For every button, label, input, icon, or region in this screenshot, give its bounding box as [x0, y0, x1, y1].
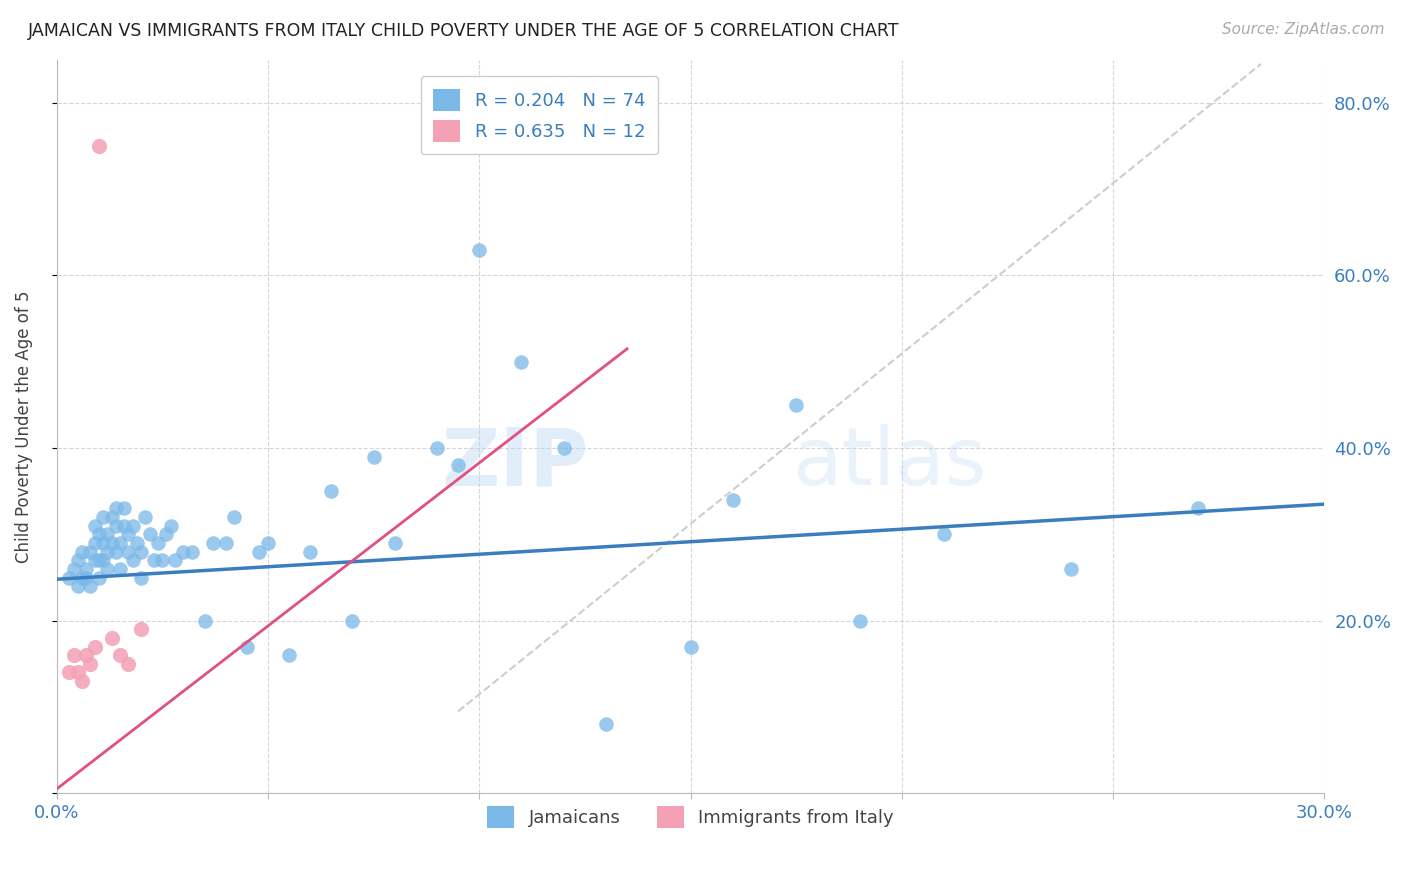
Point	[299, 544, 322, 558]
Point	[87, 139, 110, 153]
Point	[510, 355, 533, 369]
Point	[363, 450, 385, 464]
Point	[83, 536, 105, 550]
Point	[553, 441, 575, 455]
Point	[224, 510, 246, 524]
Point	[595, 717, 617, 731]
Point	[155, 527, 177, 541]
Point	[236, 640, 259, 654]
Point	[214, 536, 236, 550]
Y-axis label: Child Poverty Under the Age of 5: Child Poverty Under the Age of 5	[15, 290, 32, 563]
Point	[108, 648, 131, 663]
Point	[66, 579, 89, 593]
Point	[108, 562, 131, 576]
Point	[79, 544, 101, 558]
Point	[129, 544, 152, 558]
Point	[87, 527, 110, 541]
Text: JAMAICAN VS IMMIGRANTS FROM ITALY CHILD POVERTY UNDER THE AGE OF 5 CORRELATION C: JAMAICAN VS IMMIGRANTS FROM ITALY CHILD …	[28, 22, 900, 40]
Point	[104, 518, 127, 533]
Point	[679, 640, 702, 654]
Point	[142, 553, 165, 567]
Point	[96, 562, 118, 576]
Point	[91, 553, 114, 567]
Point	[58, 665, 80, 680]
Point	[117, 527, 139, 541]
Point	[321, 484, 343, 499]
Point	[70, 544, 93, 558]
Point	[468, 243, 491, 257]
Point	[848, 614, 870, 628]
Point	[180, 544, 202, 558]
Point	[58, 570, 80, 584]
Point	[96, 527, 118, 541]
Point	[100, 510, 122, 524]
Point	[75, 648, 97, 663]
Point	[79, 579, 101, 593]
Point	[104, 501, 127, 516]
Point	[83, 640, 105, 654]
Point	[117, 544, 139, 558]
Point	[75, 570, 97, 584]
Point	[66, 665, 89, 680]
Point	[75, 562, 97, 576]
Point	[159, 518, 181, 533]
Point	[66, 553, 89, 567]
Point	[83, 553, 105, 567]
Point	[1060, 562, 1083, 576]
Point	[721, 492, 744, 507]
Point	[87, 570, 110, 584]
Point	[163, 553, 186, 567]
Point	[278, 648, 301, 663]
Point	[146, 536, 169, 550]
Point	[384, 536, 406, 550]
Point	[785, 398, 807, 412]
Point	[121, 553, 143, 567]
Point	[112, 501, 135, 516]
Point	[62, 562, 84, 576]
Point	[172, 544, 194, 558]
Point	[932, 527, 955, 541]
Point	[257, 536, 280, 550]
Text: ZIP: ZIP	[441, 425, 589, 502]
Point	[91, 536, 114, 550]
Legend: Jamaicans, Immigrants from Italy: Jamaicans, Immigrants from Italy	[479, 799, 901, 836]
Point	[129, 570, 152, 584]
Point	[138, 527, 160, 541]
Point	[1187, 501, 1209, 516]
Point	[100, 631, 122, 645]
Point	[201, 536, 224, 550]
Point	[117, 657, 139, 671]
Text: Source: ZipAtlas.com: Source: ZipAtlas.com	[1222, 22, 1385, 37]
Point	[108, 536, 131, 550]
Point	[104, 544, 127, 558]
Point	[249, 544, 271, 558]
Point	[62, 648, 84, 663]
Point	[134, 510, 156, 524]
Point	[70, 570, 93, 584]
Point	[193, 614, 215, 628]
Text: atlas: atlas	[792, 425, 986, 502]
Point	[426, 441, 449, 455]
Point	[91, 510, 114, 524]
Point	[129, 623, 152, 637]
Point	[112, 518, 135, 533]
Point	[100, 536, 122, 550]
Point	[87, 553, 110, 567]
Point	[342, 614, 364, 628]
Point	[447, 458, 470, 473]
Point	[96, 544, 118, 558]
Point	[79, 657, 101, 671]
Point	[150, 553, 173, 567]
Point	[121, 518, 143, 533]
Point	[70, 674, 93, 689]
Point	[83, 518, 105, 533]
Point	[125, 536, 148, 550]
